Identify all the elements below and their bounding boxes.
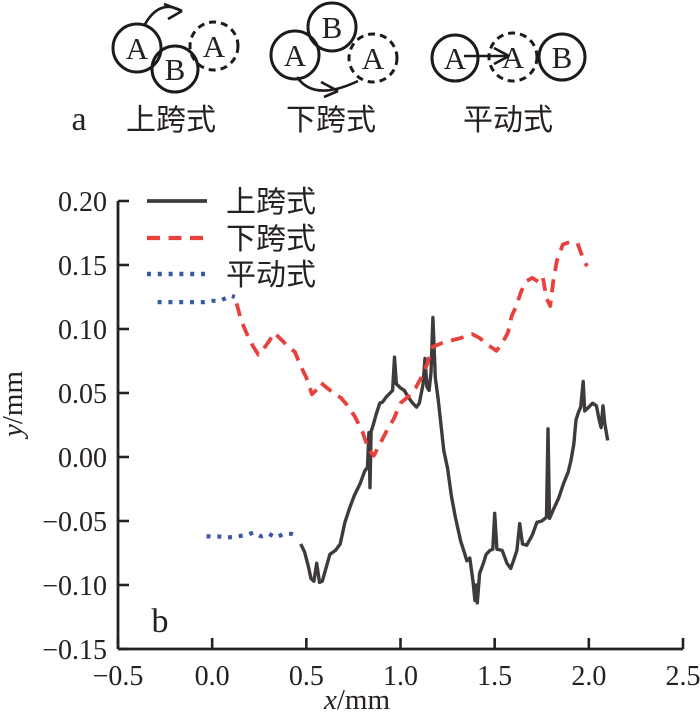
diagram-translation: A A B — [430, 31, 587, 83]
circle-label: A — [126, 31, 149, 66]
circle-a-solid — [111, 22, 163, 74]
x-tick-label: 1.5 — [477, 661, 512, 692]
y-axis-title: y/mm — [0, 371, 29, 440]
circle-b-solid — [150, 44, 200, 94]
y-tick-label: 0.05 — [58, 379, 107, 410]
y-tick-label: −0.15 — [42, 635, 107, 666]
x-axis-ticks: −0.5 0.0 0.5 1.0 1.5 2.0 2.5 — [93, 638, 700, 692]
circle-a-dashed — [347, 32, 399, 84]
circle-label: B — [552, 40, 573, 75]
series-dotted — [157, 293, 236, 305]
x-tick-label: 2.5 — [666, 661, 700, 692]
legend-label: 平动式 — [226, 259, 316, 292]
panel-a-label: a — [71, 101, 86, 138]
y-tick-label: −0.05 — [42, 507, 107, 538]
circle-a-solid — [269, 29, 321, 81]
panel-b-label: b — [152, 603, 169, 640]
x-axis-title: x/mm — [323, 684, 390, 716]
x-axis-unit: /mm — [337, 684, 391, 716]
diagram-lower-crossing: A B A — [269, 1, 399, 99]
arrowhead-icon — [320, 80, 339, 99]
circle-label: A — [284, 38, 307, 73]
x-tick-label: 1.0 — [383, 661, 418, 692]
panel-a: A B A A B A A A B a — [71, 1, 587, 138]
caption-lower-crossing: 下跨式 — [286, 104, 376, 137]
circle-a-dashed — [188, 20, 240, 72]
caption-translation: 平动式 — [463, 104, 553, 137]
series-dotted — [206, 530, 300, 540]
panel-b: −0.5 0.0 0.5 1.0 1.5 2.0 2.5 0.200.150.100.050… — [0, 186, 700, 716]
x-tick-label: −0.5 — [93, 661, 144, 692]
axes — [116, 201, 683, 651]
y-tick-label: 0.00 — [58, 443, 107, 474]
series-solid — [299, 315, 610, 605]
legend-label: 下跨式 — [226, 223, 316, 256]
circle-b-solid — [306, 1, 358, 53]
motion-arc — [295, 76, 359, 92]
circle-b-solid — [537, 32, 587, 82]
x-axis-variable: x — [323, 684, 337, 716]
curves — [157, 240, 610, 605]
y-axis-ticks: 0.20 0.15 0.10 0.05 0.00 −0.05 −0.10 −0.15 — [42, 187, 129, 666]
circle-label: B — [322, 10, 343, 45]
circle-label: A — [203, 29, 226, 64]
y-tick-label: −0.10 — [42, 571, 107, 602]
circle-label: A — [444, 41, 467, 76]
arrowhead-icon — [493, 46, 510, 66]
caption-upper-crossing: 上跨式 — [126, 104, 216, 137]
diagram-upper-crossing: A B A — [111, 2, 240, 94]
circle-label: A — [502, 40, 525, 75]
y-tick-label: 0.10 — [58, 315, 107, 346]
circle-label: B — [165, 52, 186, 87]
x-tick-label: 0.5 — [289, 661, 324, 692]
x-tick-label: 2.0 — [571, 661, 606, 692]
circle-label: A — [362, 41, 385, 76]
arrowhead-icon — [163, 2, 183, 21]
circle-a-solid — [430, 33, 480, 83]
x-tick-label: 0.0 — [195, 661, 230, 692]
y-tick-label: 0.20 — [58, 187, 107, 218]
y-axis-unit: /mm — [0, 371, 29, 425]
y-tick-label: 0.15 — [58, 251, 107, 282]
legend-label: 上跨式 — [226, 186, 316, 219]
y-axis-variable: y — [0, 424, 29, 440]
